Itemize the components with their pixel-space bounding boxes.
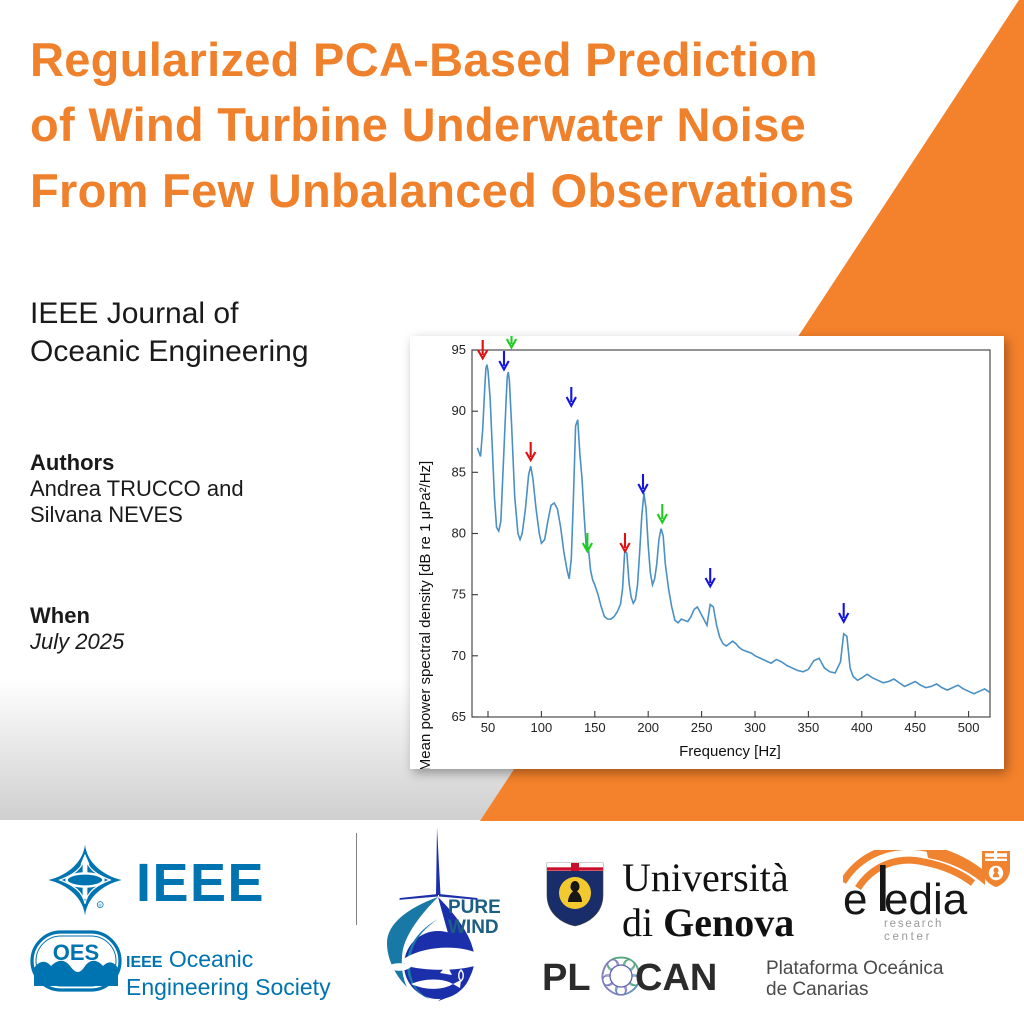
svg-text:PURE: PURE <box>448 897 501 918</box>
svg-text:edia: edia <box>884 875 968 924</box>
svg-text:OES: OES <box>53 940 99 965</box>
svg-text:WIND: WIND <box>448 917 499 938</box>
svg-text:Plataforma Oceánica: Plataforma Oceánica <box>766 958 944 979</box>
svg-text:CAN: CAN <box>635 957 717 999</box>
svg-text:research: research <box>884 918 943 930</box>
svg-text:center: center <box>884 931 932 943</box>
svg-text:PL: PL <box>542 957 591 999</box>
svg-text:e: e <box>843 875 867 924</box>
svg-text:de Canarias: de Canarias <box>766 979 868 1000</box>
